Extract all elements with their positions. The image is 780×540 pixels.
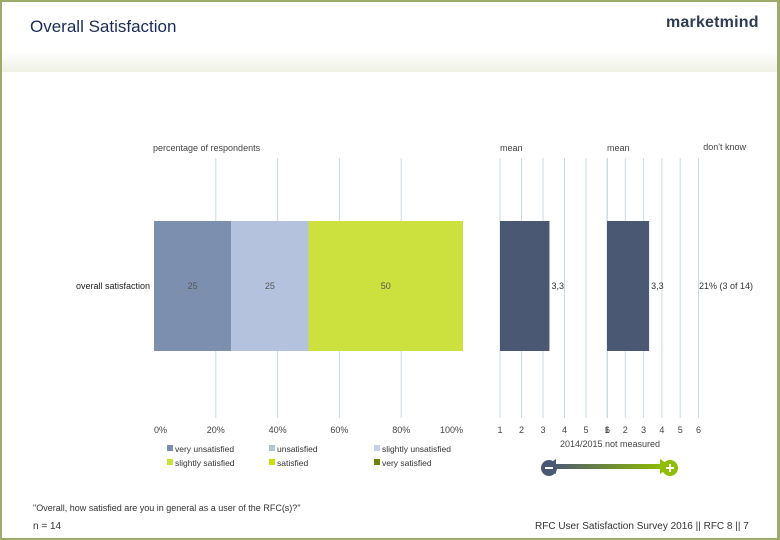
x-section-label: percentage of respondents	[153, 143, 261, 153]
mean-tick-label: 5	[678, 425, 683, 435]
mean-tick-label: 1	[604, 425, 609, 435]
legend-label: unsatisfied	[277, 444, 318, 454]
mean-value-label: 3,3	[551, 281, 564, 291]
mean-panel-2-label: mean	[607, 143, 630, 153]
legend-swatch	[269, 445, 275, 451]
legend-swatch	[269, 459, 275, 465]
mean-tick-label: 3	[641, 425, 646, 435]
dont-know-label: don't know	[703, 142, 746, 152]
legend-swatch	[374, 459, 380, 465]
mean-value-label: 3,3	[651, 281, 664, 291]
mean-tick-label: 2	[519, 425, 524, 435]
mean-tick-label: 4	[659, 425, 664, 435]
mean-tick-label: 4	[562, 425, 567, 435]
x-tick-label: 20%	[207, 425, 225, 435]
arrow-shaft	[552, 464, 664, 469]
legend-swatch	[374, 445, 380, 451]
mean-panel-1-label: mean	[500, 143, 523, 153]
bar-data-label: 25	[188, 281, 198, 291]
bar-data-label: 25	[265, 281, 275, 291]
header-band	[2, 2, 777, 72]
mean-tick-labels: 1 2 3 4 5 61 2 3 4 5 6	[497, 425, 701, 435]
legend-label: slightly unsatisfied	[382, 444, 451, 454]
mean-tick-label: 1	[497, 425, 502, 435]
page-title: Overall Satisfaction	[30, 17, 177, 36]
mean-bars: 3,3 3,3	[500, 221, 664, 351]
mean-tick-label: 2	[623, 425, 628, 435]
x-tick-labels: 0% 20% 40% 60% 80% 100%	[154, 425, 463, 435]
legend-label: slightly satisfied	[175, 458, 235, 468]
sample-size: n = 14	[33, 521, 62, 532]
x-tick-label: 0%	[154, 425, 167, 435]
mean-tick-label: 6	[696, 425, 701, 435]
survey-question: "Overall, how satisfied are you in gener…	[33, 503, 301, 513]
mean-tick-label: 3	[540, 425, 545, 435]
legend-label: satisfied	[277, 458, 308, 468]
stacked-bars: 25 25 50	[154, 221, 463, 351]
legend-label: very unsatisfied	[175, 444, 234, 454]
x-tick-label: 40%	[269, 425, 287, 435]
dont-know-value: 21% (3 of 14)	[699, 281, 753, 291]
bar-segment	[231, 221, 309, 351]
brand-logo: marketmind	[666, 14, 759, 31]
mean-bar	[607, 221, 650, 351]
category-label: overall satisfaction	[76, 281, 150, 291]
legend-swatch	[167, 445, 173, 451]
x-tick-label: 100%	[440, 425, 463, 435]
x-tick-label: 80%	[392, 425, 410, 435]
legend-label: very satisfied	[382, 458, 432, 468]
minus-icon-bar	[545, 467, 553, 469]
mean-tick-label: 6	[605, 425, 610, 435]
legend: very unsatisfied unsatisfied slightly unsa…	[167, 444, 451, 468]
mean-tick-label: 5	[583, 425, 588, 435]
bar-data-label: 50	[381, 281, 391, 291]
plus-icon-bar-v	[669, 464, 671, 472]
source-note: RFC User Satisfaction Survey 2016 || RFC…	[535, 521, 749, 532]
mean-bar	[500, 221, 550, 351]
legend-swatch	[167, 459, 173, 465]
x-tick-label: 60%	[330, 425, 348, 435]
bar-segment	[154, 221, 232, 351]
bar-segment	[308, 221, 463, 351]
not-measured-note: 2014/2015 not measured	[560, 439, 660, 449]
direction-arrow	[541, 459, 678, 476]
